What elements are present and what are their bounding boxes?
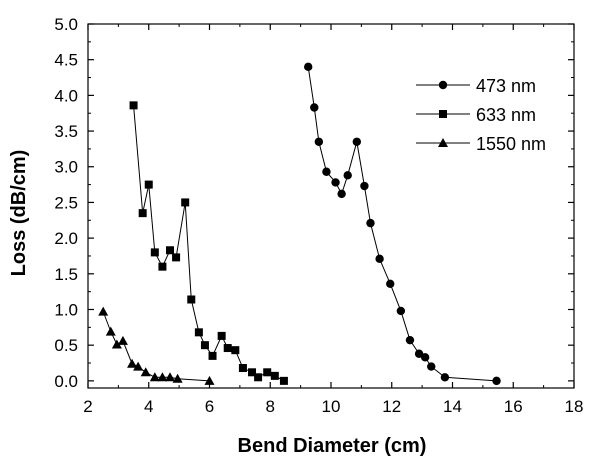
x-tick-label: 8 (266, 397, 275, 416)
data-point-473-nm (375, 254, 384, 264)
data-point-633-nm (279, 376, 288, 385)
series-layer (98, 62, 501, 386)
data-point-473-nm (420, 353, 430, 362)
data-point-473-nm (331, 178, 340, 187)
data-point-633-nm (158, 262, 167, 271)
data-point-1550-nm (127, 358, 138, 368)
y-tick-label: 2.0 (54, 229, 78, 248)
data-point-473-nm (414, 349, 424, 358)
legend-marker (438, 138, 448, 147)
data-point-1550-nm (172, 373, 183, 383)
y-tick-label: 3.5 (54, 122, 78, 141)
data-point-473-nm (440, 373, 450, 382)
y-tick-label: 1.5 (54, 265, 78, 284)
x-tick-label: 10 (322, 397, 341, 416)
data-point-633-nm (208, 351, 217, 360)
legend-label: 633 nm (476, 105, 536, 125)
y-tick-label: 3.0 (54, 158, 78, 177)
data-point-633-nm (270, 371, 279, 380)
data-point-1550-nm (105, 326, 116, 336)
y-tick-label: 4.5 (54, 51, 78, 70)
data-point-633-nm (187, 295, 196, 304)
y-tick-label: 0.0 (54, 372, 78, 391)
data-point-1550-nm (111, 339, 122, 349)
data-point-633-nm (129, 101, 138, 110)
data-point-473-nm (386, 279, 395, 288)
data-point-473-nm (427, 362, 436, 371)
data-point-1550-nm (98, 306, 109, 316)
data-point-473-nm (352, 137, 362, 146)
data-point-1550-nm (157, 372, 168, 382)
data-point-633-nm (217, 331, 226, 340)
data-point-473-nm (322, 167, 331, 176)
data-point-633-nm (181, 198, 190, 207)
data-point-473-nm (366, 218, 375, 228)
data-point-473-nm (492, 376, 501, 386)
legend-label: 473 nm (476, 76, 536, 96)
x-tick-label: 12 (382, 397, 401, 416)
data-point-1550-nm (140, 367, 151, 377)
x-tick-label: 6 (205, 397, 214, 416)
data-point-633-nm (150, 248, 159, 257)
data-point-473-nm (314, 137, 324, 146)
data-point-633-nm (138, 209, 147, 218)
legend-marker (439, 110, 447, 118)
data-point-473-nm (405, 335, 415, 345)
series-633-nm (129, 101, 288, 385)
series-473-nm (304, 62, 501, 386)
legend-item-1550-nm: 1550 nm (416, 134, 546, 154)
data-point-633-nm (172, 253, 181, 262)
data-point-1550-nm (204, 375, 215, 385)
x-axis-ticks: 2 4 6 8 10 12 14 16 18 (83, 24, 583, 416)
x-tick-label: 18 (565, 397, 584, 416)
legend: 473 nm 633 nm 1550 nm (416, 76, 546, 154)
data-point-1550-nm (117, 335, 128, 345)
x-tick-label: 4 (144, 397, 153, 416)
series-1550-nm (98, 306, 215, 385)
y-tick-label: 2.5 (54, 193, 78, 212)
data-point-633-nm (254, 373, 263, 382)
data-point-1550-nm (133, 361, 144, 371)
legend-item-473-nm: 473 nm (416, 76, 536, 96)
data-point-633-nm (248, 368, 257, 377)
y-tick-label: 4.0 (54, 86, 78, 105)
data-point-473-nm (396, 306, 406, 316)
legend-marker (438, 80, 448, 90)
data-point-473-nm (337, 189, 346, 199)
data-point-1550-nm (165, 372, 176, 382)
data-point-633-nm (144, 180, 153, 189)
data-point-633-nm (200, 341, 209, 350)
data-point-633-nm (238, 364, 247, 373)
x-tick-label: 2 (83, 397, 92, 416)
data-point-1550-nm (149, 372, 160, 382)
data-point-473-nm (310, 103, 319, 112)
data-point-633-nm (263, 368, 272, 377)
data-point-473-nm (360, 181, 369, 191)
x-axis-title: Bend Diameter (cm) (238, 435, 427, 457)
x-tick-label: 16 (504, 397, 523, 416)
y-axis-title: Loss (dB/cm) (8, 150, 30, 277)
series-line-633-nm (133, 105, 285, 382)
legend-item-633-nm: 633 nm (416, 105, 536, 125)
y-tick-label: 5.0 (54, 15, 78, 34)
data-point-473-nm (304, 62, 313, 72)
x-tick-label: 14 (443, 397, 462, 416)
data-point-473-nm (343, 171, 352, 180)
data-point-633-nm (166, 246, 175, 255)
data-point-633-nm (194, 328, 203, 337)
data-point-633-nm (231, 346, 240, 355)
y-tick-label: 1.0 (54, 300, 78, 319)
legend-label: 1550 nm (476, 134, 546, 154)
y-tick-label: 0.5 (54, 336, 78, 355)
data-point-633-nm (223, 344, 232, 353)
y-axis-ticks: 0.0 0.5 1.0 1.5 2.0 2.5 3.0 3.5 4.0 4.5 5.0 (54, 15, 574, 391)
